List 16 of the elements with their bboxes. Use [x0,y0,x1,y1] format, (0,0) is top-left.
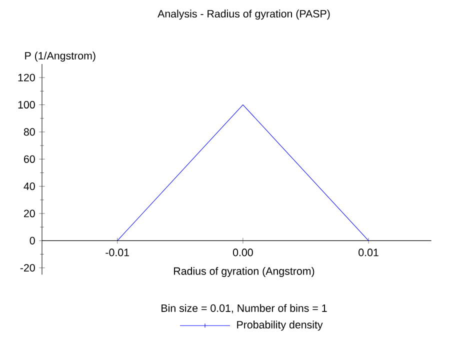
x-axis-title: Radius of gyration (Angstrom) [174,267,314,278]
y-tick-label: 20 [24,210,35,218]
y-tick-label: 40 [24,182,35,190]
chart-title: Analysis - Radius of gyration (PASP) [158,10,330,20]
x-tick-label: -0.01 [106,248,129,256]
y-tick-label: 0 [30,237,35,245]
y-tick-label: 100 [18,101,35,109]
y-tick-label: -20 [20,264,35,272]
x-tick-label: 0.01 [358,248,378,256]
legend-label: Probability density [237,320,323,331]
x-tick-label: 0.00 [232,248,253,256]
text: Bin size = 0.01, Number of bins = 1 [162,304,327,314]
y-tick-label: 60 [24,156,35,164]
y-axis-title: P (1/Angstrom) [25,52,96,62]
y-tick-label: 80 [24,128,35,136]
y-tick-label: 120 [18,74,35,82]
